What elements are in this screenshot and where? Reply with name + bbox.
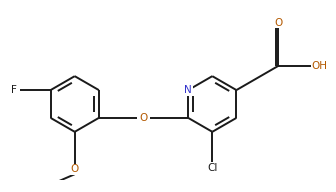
- Text: F: F: [10, 85, 16, 95]
- Text: OH: OH: [311, 61, 328, 71]
- Text: N: N: [184, 85, 192, 95]
- Text: Cl: Cl: [207, 163, 217, 173]
- Text: O: O: [274, 18, 282, 28]
- Text: O: O: [71, 164, 79, 174]
- Text: O: O: [139, 113, 148, 123]
